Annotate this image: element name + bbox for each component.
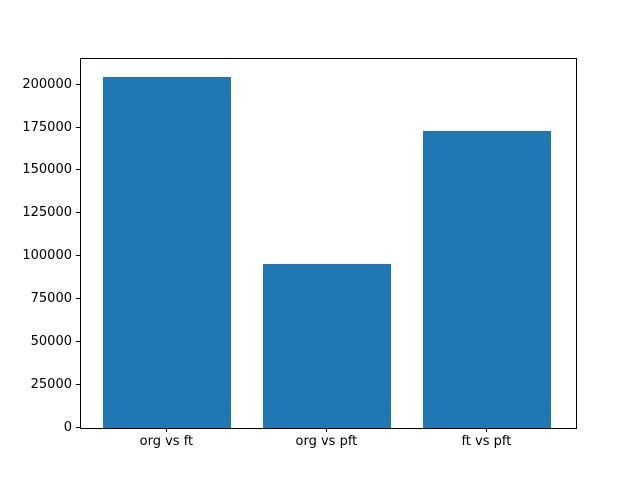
bar-org-vs-pft [263, 264, 392, 428]
y-tick-mark [76, 297, 80, 299]
y-tick-label: 0 [63, 419, 72, 435]
y-tick-label: 200000 [22, 76, 72, 92]
y-tick-mark [76, 212, 80, 214]
y-tick-mark [76, 426, 80, 428]
x-tick-label: org vs ft [139, 434, 194, 449]
bar-ft-vs-pft [423, 130, 552, 428]
y-tick-label: 50000 [30, 333, 72, 349]
x-tick-mark [486, 428, 488, 432]
x-tick-mark [166, 428, 168, 432]
plot-area [80, 58, 577, 429]
y-tick-mark [76, 340, 80, 342]
y-tick-mark [76, 126, 80, 128]
x-tick-label: org vs pft [295, 434, 358, 449]
y-tick-label: 125000 [22, 205, 72, 221]
y-tick-label: 100000 [22, 248, 72, 264]
y-tick-mark [76, 255, 80, 257]
y-tick-label: 75000 [30, 290, 72, 306]
bar-org-vs-ft [103, 76, 232, 428]
x-tick-mark [326, 428, 328, 432]
y-tick-mark [76, 169, 80, 171]
y-tick-label: 175000 [22, 119, 72, 135]
x-tick-label: ft vs pft [461, 434, 512, 449]
y-tick-mark [76, 83, 80, 85]
y-tick-label: 150000 [22, 162, 72, 178]
y-tick-label: 25000 [30, 376, 72, 392]
y-tick-mark [76, 383, 80, 385]
